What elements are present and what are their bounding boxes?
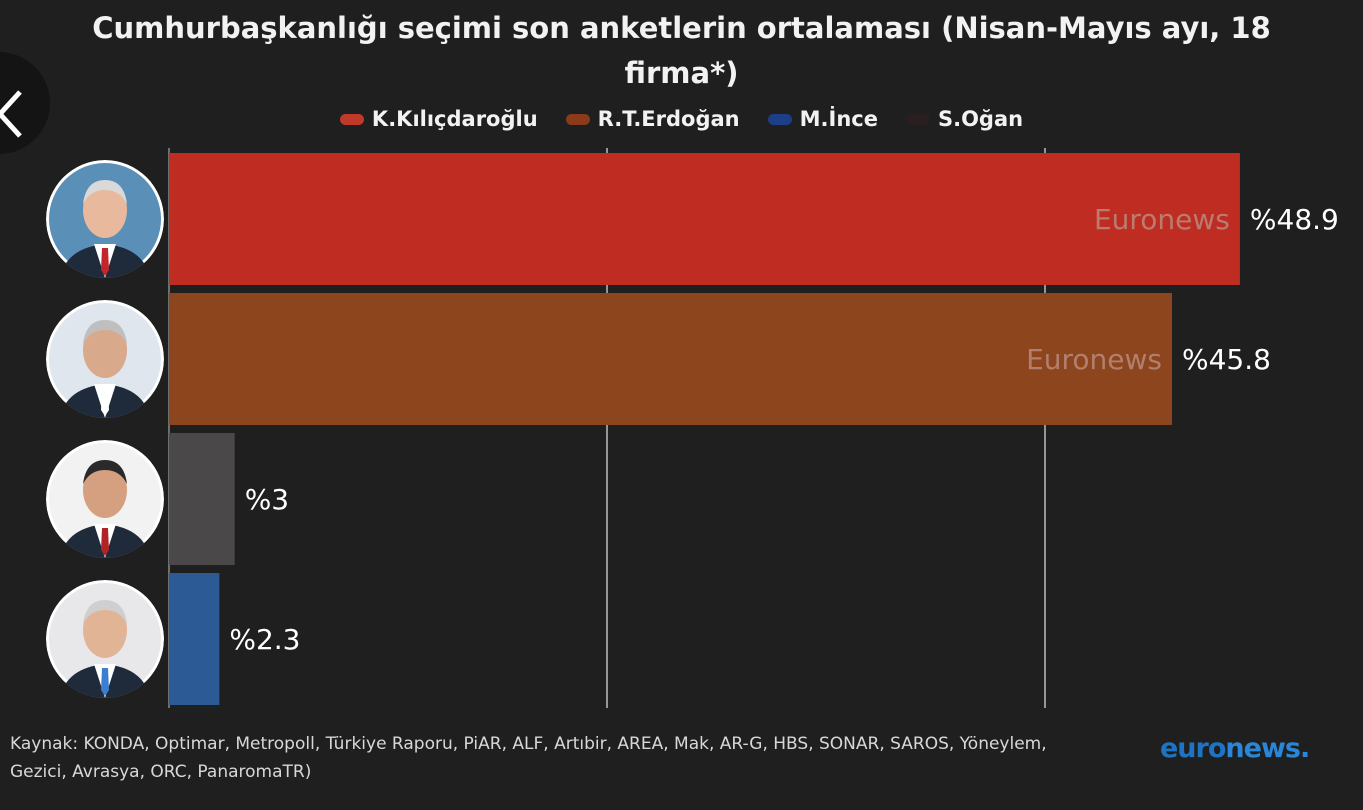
source-note: Kaynak: KONDA, Optimar, Metropoll, Türki… — [10, 734, 1047, 782]
data-label: %45.8 — [1182, 343, 1271, 376]
portrait-icon — [46, 580, 164, 698]
portrait-icon — [46, 300, 164, 418]
logo-part-news: news. — [1225, 733, 1310, 764]
bar-watermark: Euronews — [1094, 203, 1230, 236]
legend-item[interactable]: S.Oğan — [905, 107, 1024, 131]
legend-item[interactable]: K.Kılıçdaroğlu — [339, 107, 538, 131]
legend-swatch — [565, 113, 590, 125]
legend-label: S.Oğan — [937, 107, 1024, 131]
legend-label: K.Kılıçdaroğlu — [371, 107, 538, 131]
legend-item[interactable]: M.İnce — [767, 107, 878, 131]
logo-part-euro: euro — [1160, 733, 1226, 764]
legend-label: M.İnce — [799, 107, 878, 131]
legend-swatch — [339, 113, 364, 125]
bar-0 — [169, 153, 1240, 285]
legend-swatch — [767, 113, 792, 125]
data-label: %2.3 — [229, 623, 300, 656]
legend-item[interactable]: R.T.Erdoğan — [565, 107, 740, 131]
bar-1 — [169, 293, 1173, 425]
legend-label: R.T.Erdoğan — [597, 107, 740, 131]
bar-2 — [169, 433, 235, 565]
bar-3 — [169, 573, 220, 705]
chevron-left-icon — [0, 90, 22, 138]
legend-swatch — [905, 113, 930, 125]
portrait-icon — [46, 440, 164, 558]
chart-title: Cumhurbaşkanlığı seçimi son anketlerin o… — [92, 11, 1271, 90]
euronews-logo: euronews. — [1160, 733, 1310, 764]
legend: K.Kılıçdaroğlu R.T.Erdoğan M.İnce S.Oğan — [0, 104, 1363, 134]
bar-watermark: Euronews — [1026, 343, 1162, 376]
data-label: %3 — [245, 483, 289, 516]
portrait-icon — [46, 160, 164, 278]
data-label: %48.9 — [1250, 203, 1339, 236]
